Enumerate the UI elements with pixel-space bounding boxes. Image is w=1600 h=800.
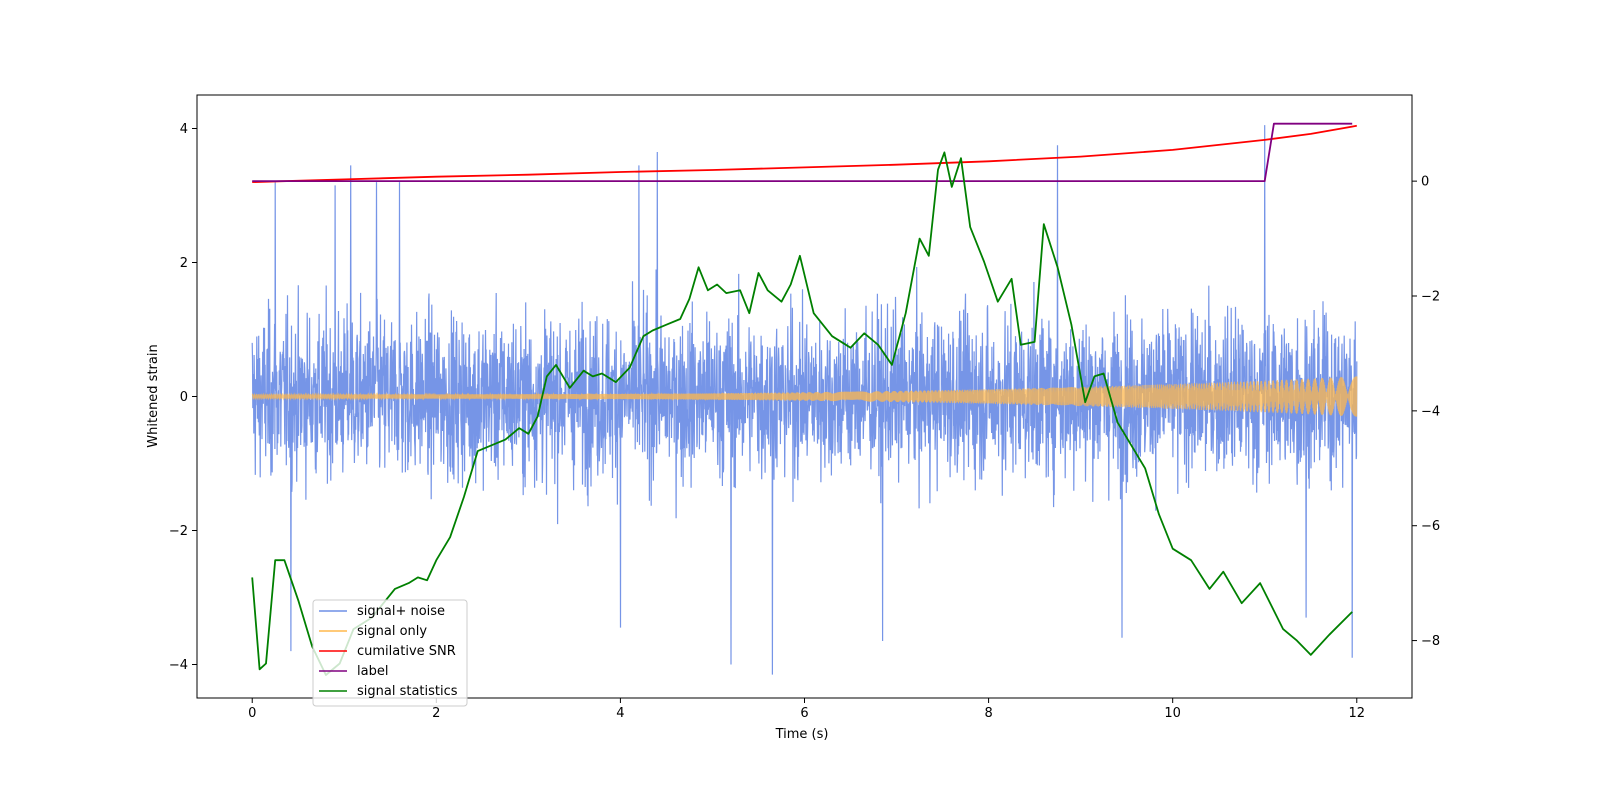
x-tick-label: 4 — [616, 706, 624, 721]
legend-label-label: label — [357, 664, 388, 679]
y-tick-label: 2 — [180, 256, 188, 271]
y2-tick-label: −6 — [1421, 519, 1440, 534]
y-axis-ticks: −4 −2 0 2 4 — [169, 122, 197, 673]
y2-tick-label: −2 — [1421, 290, 1440, 305]
legend-label-cumulative-snr: cumilative SNR — [357, 644, 456, 659]
series-label-line — [252, 122, 1353, 182]
y-axis-label: Whitened strain — [146, 344, 161, 447]
x-tick-label: 12 — [1348, 706, 1365, 721]
x-tick-label: 8 — [984, 706, 992, 721]
x-tick-label: 10 — [1164, 706, 1181, 721]
y2-axis-ticks: −8 −6 −4 −2 0 — [1412, 175, 1440, 649]
y-tick-label: 0 — [180, 390, 188, 405]
y-tick-label: 4 — [180, 122, 188, 137]
x-tick-label: 2 — [432, 706, 440, 721]
legend-label-signal-noise: signal+ noise — [357, 604, 445, 619]
legend-label-signal-only: signal only — [357, 624, 427, 639]
y-tick-label: −4 — [169, 658, 188, 673]
y2-tick-label: 0 — [1421, 175, 1429, 190]
series-cumulative-snr-line — [252, 124, 1357, 183]
x-tick-label: 6 — [800, 706, 808, 721]
legend-box — [312, 599, 468, 707]
y-tick-label: −2 — [169, 524, 188, 539]
series-layer — [251, 122, 1358, 676]
y2-tick-label: −8 — [1421, 634, 1440, 649]
series-signal-statistics-line — [251, 151, 1353, 676]
series-signal-only-line — [251, 376, 1358, 417]
legend: signal+ noise signal only cumilative SNR… — [312, 599, 468, 707]
x-tick-label: 0 — [248, 706, 256, 721]
x-axis-label: Time (s) — [775, 727, 829, 742]
y2-tick-label: −4 — [1421, 404, 1440, 419]
legend-label-signal-statistics: signal statistics — [357, 684, 458, 699]
